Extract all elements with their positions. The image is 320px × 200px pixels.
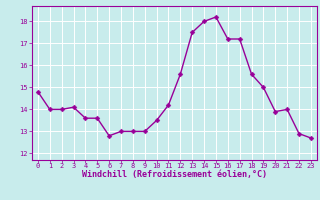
X-axis label: Windchill (Refroidissement éolien,°C): Windchill (Refroidissement éolien,°C) [82, 170, 267, 179]
